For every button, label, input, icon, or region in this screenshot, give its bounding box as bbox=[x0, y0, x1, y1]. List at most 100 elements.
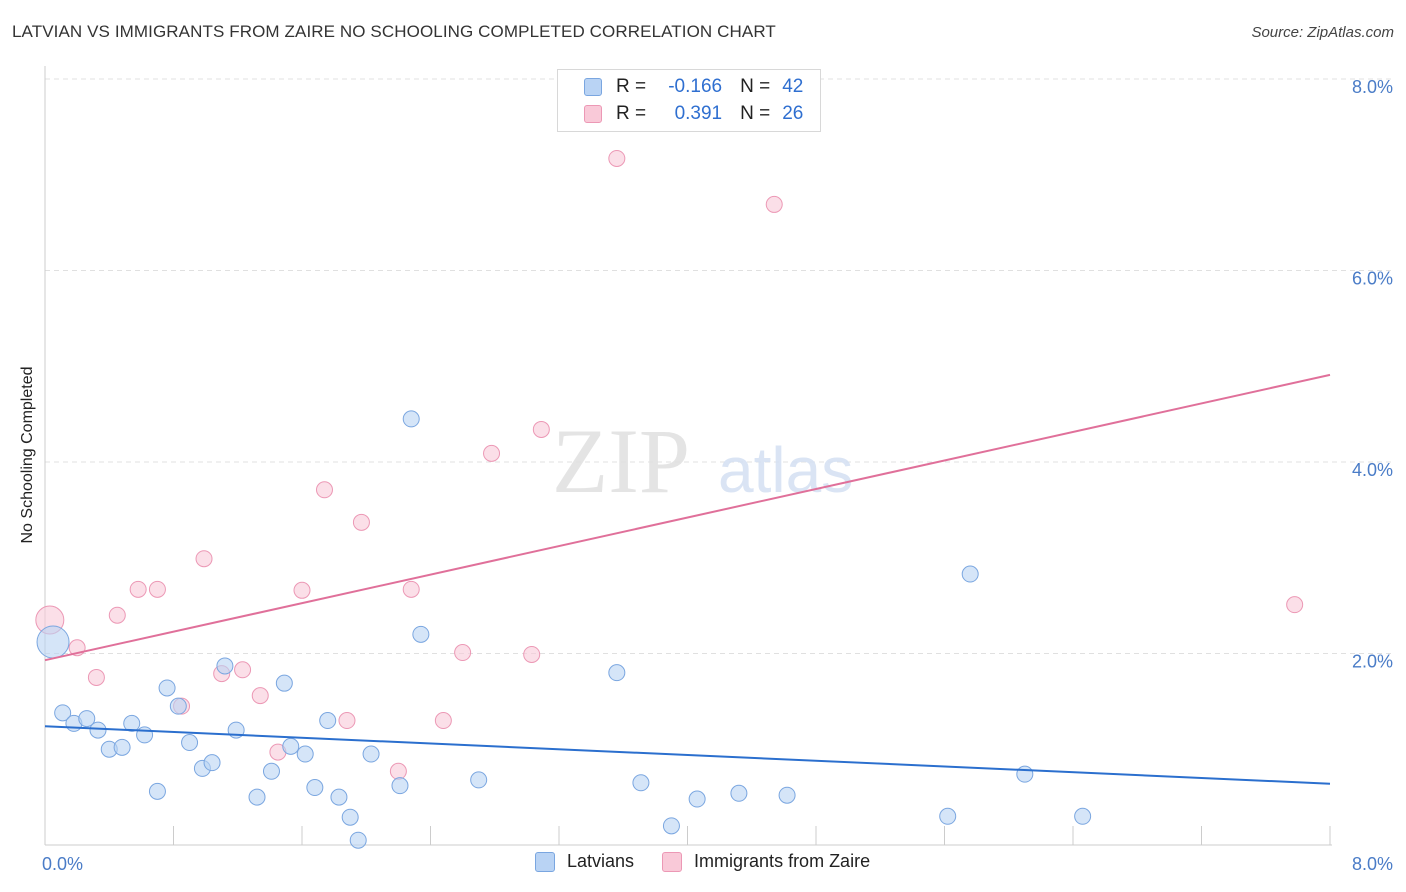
zaire-point bbox=[129, 580, 147, 598]
zaire-point bbox=[234, 661, 252, 679]
legend-swatch-latvians bbox=[535, 851, 555, 872]
latvian-point bbox=[54, 704, 72, 722]
latvian-point bbox=[282, 737, 300, 755]
trend-lines bbox=[44, 373, 1331, 785]
legend-n-value: 42 bbox=[782, 76, 804, 97]
latvian-point bbox=[78, 710, 96, 728]
y-axis-label: No Schooling Completed bbox=[19, 366, 36, 544]
zaire-point bbox=[195, 550, 213, 568]
trendline-latvians bbox=[44, 725, 1331, 785]
latvian-point bbox=[275, 674, 293, 692]
y-tick-label: 4.0% bbox=[1352, 460, 1393, 480]
latvian-point bbox=[158, 679, 176, 697]
latvian-point bbox=[1074, 807, 1092, 825]
zaire-point bbox=[434, 712, 452, 730]
latvian-point bbox=[362, 745, 380, 763]
latvian-point bbox=[181, 734, 199, 752]
legend-swatch-pink bbox=[584, 105, 602, 123]
zaire-point bbox=[352, 513, 370, 531]
axes bbox=[44, 66, 1332, 846]
x-tick-label: 0.0% bbox=[42, 854, 83, 874]
latvian-point bbox=[402, 410, 420, 428]
legend-item-latvians[interactable]: Latvians bbox=[535, 851, 634, 872]
latvian-point bbox=[296, 745, 314, 763]
legend-n-value: 26 bbox=[782, 103, 804, 124]
series-latvians-points bbox=[36, 410, 1092, 849]
legend-item-zaire[interactable]: Immigrants from Zaire bbox=[662, 851, 870, 872]
latvian-point bbox=[939, 807, 957, 825]
legend-label-zaire: Immigrants from Zaire bbox=[694, 851, 871, 871]
series-zaire-points bbox=[35, 149, 1304, 780]
legend-r-label: R = bbox=[616, 76, 647, 97]
latvian-point bbox=[306, 779, 324, 797]
zaire-point bbox=[1286, 596, 1304, 614]
latvian-point bbox=[688, 790, 706, 808]
zaire-point bbox=[108, 606, 126, 624]
tick-labels: 2.0% 4.0% 6.0% 8.0% 0.0% 8.0% bbox=[42, 77, 1393, 874]
latvian-point bbox=[248, 788, 266, 806]
trendline-zaire bbox=[44, 373, 1331, 662]
latvian-point bbox=[961, 565, 979, 583]
y-tick-label: 2.0% bbox=[1352, 652, 1393, 672]
zaire-point bbox=[148, 580, 166, 598]
latvian-point bbox=[148, 782, 166, 800]
legend-swatch-blue bbox=[584, 78, 602, 96]
latvian-point bbox=[730, 784, 748, 802]
zaire-point bbox=[608, 149, 626, 167]
legend-swatch-zaire bbox=[662, 851, 683, 872]
zaire-point bbox=[87, 668, 105, 686]
zaire-point bbox=[523, 645, 541, 663]
grid-lines bbox=[45, 78, 1392, 654]
latvian-point bbox=[341, 808, 359, 826]
x-tick-label: 8.0% bbox=[1352, 854, 1393, 874]
latvian-point bbox=[89, 721, 107, 739]
latvian-point bbox=[470, 771, 488, 789]
y-tick-label: 6.0% bbox=[1352, 269, 1393, 289]
latvian-point bbox=[662, 817, 680, 835]
source-label: Source: ZipAtlas.com bbox=[1251, 24, 1394, 41]
zaire-point bbox=[532, 420, 550, 438]
latvian-point bbox=[1016, 765, 1034, 783]
latvian-point bbox=[391, 777, 409, 795]
latvian-point bbox=[136, 726, 154, 744]
zaire-point bbox=[765, 195, 783, 213]
zaire-point bbox=[483, 444, 501, 462]
chart-title: LATVIAN VS IMMIGRANTS FROM ZAIRE NO SCHO… bbox=[12, 22, 776, 41]
watermark-atlas: atlas bbox=[718, 434, 853, 506]
latvian-point bbox=[632, 774, 650, 792]
zaire-point bbox=[293, 581, 311, 599]
legend-n-label: N = bbox=[740, 103, 771, 124]
legend-r-value: -0.166 bbox=[668, 76, 723, 97]
correlation-legend: R = -0.166 N = 42 R = 0.391 N = 26 bbox=[557, 69, 821, 132]
legend-n-label: N = bbox=[740, 76, 771, 97]
latvian-point bbox=[113, 738, 131, 756]
latvian-point bbox=[412, 625, 430, 643]
legend-row-latvians: R = -0.166 N = 42 bbox=[584, 75, 803, 99]
legend-row-zaire: R = 0.391 N = 26 bbox=[584, 102, 803, 126]
latvian-point bbox=[123, 714, 141, 732]
latvian-point bbox=[216, 657, 234, 675]
latvian-point bbox=[203, 754, 221, 772]
latvian-point bbox=[36, 625, 70, 659]
legend-label-latvians: Latvians bbox=[567, 851, 635, 871]
latvian-point bbox=[608, 664, 626, 682]
legend-r-label: R = bbox=[616, 103, 647, 124]
latvian-point bbox=[778, 786, 796, 804]
watermark-zip: ZIP bbox=[552, 410, 690, 512]
zaire-point bbox=[251, 687, 269, 705]
latvian-point bbox=[319, 712, 337, 730]
watermark: ZIP atlas bbox=[552, 410, 853, 512]
zaire-point bbox=[389, 762, 407, 780]
zaire-point bbox=[338, 712, 356, 730]
zaire-point bbox=[315, 481, 333, 499]
zaire-point bbox=[402, 580, 420, 598]
latvian-point bbox=[169, 697, 187, 715]
legend-r-value: 0.391 bbox=[674, 103, 723, 124]
zaire-point bbox=[454, 644, 472, 662]
y-tick-label: 8.0% bbox=[1352, 77, 1393, 97]
latvian-point bbox=[262, 762, 280, 780]
latvian-point bbox=[349, 831, 367, 849]
latvian-point bbox=[330, 788, 348, 806]
series-legend: Latvians Immigrants from Zaire bbox=[535, 851, 898, 872]
